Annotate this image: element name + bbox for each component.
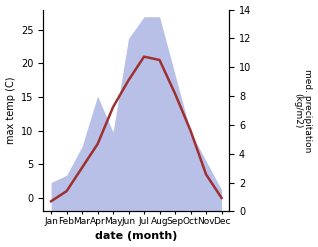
Y-axis label: max temp (C): max temp (C) bbox=[5, 77, 16, 144]
X-axis label: date (month): date (month) bbox=[95, 231, 177, 242]
Y-axis label: med. precipitation
(kg/m2): med. precipitation (kg/m2) bbox=[293, 69, 313, 152]
